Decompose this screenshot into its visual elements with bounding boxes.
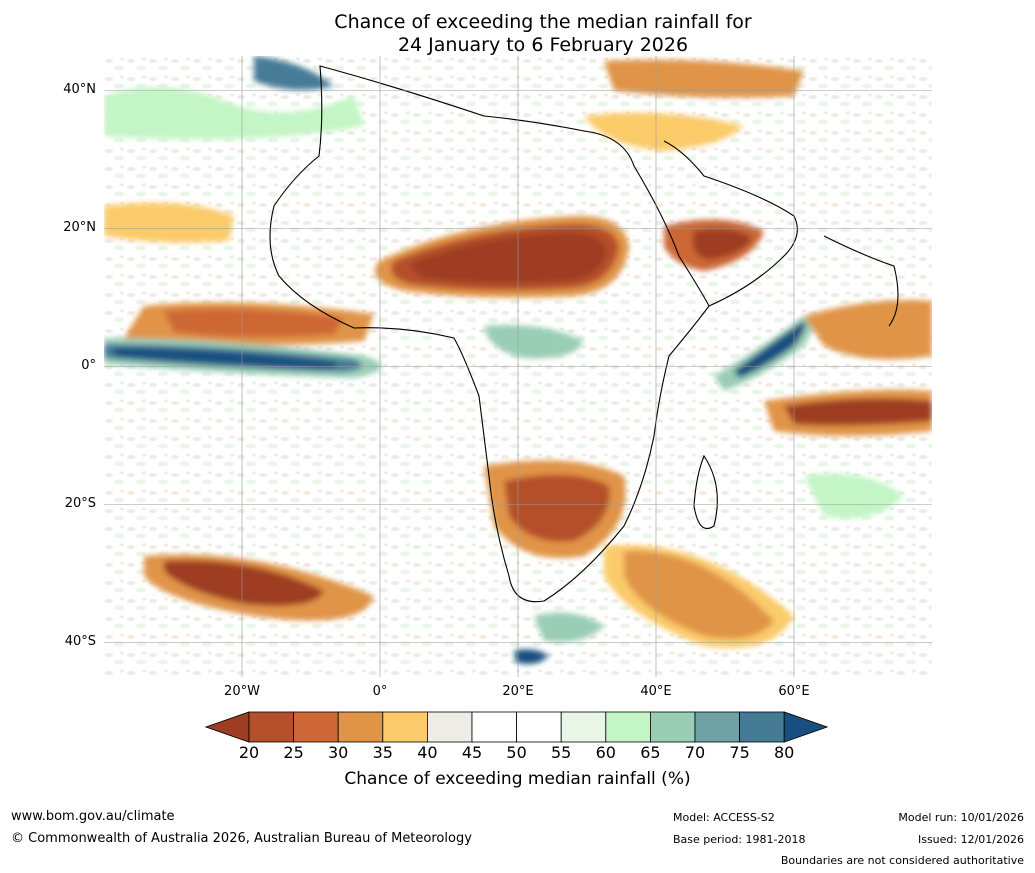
rainfall-map-canvas: [104, 56, 932, 677]
colorbar-segment: [516, 711, 562, 743]
longitude-label-20w: 20°W: [224, 684, 260, 699]
colorbar-segment: [426, 711, 473, 743]
colorbar-segment: [382, 711, 428, 743]
latitude-label-20n: 20°N: [63, 220, 96, 235]
colorbar-tick-label: 55: [551, 743, 572, 762]
latitude-label-40n: 40°N: [63, 82, 96, 97]
colorbar-tick-label: 25: [283, 743, 304, 762]
colorbar-segment: [739, 711, 785, 743]
copyright-text: © Commonwealth of Australia 2026, Austra…: [11, 831, 472, 846]
colorbar-tick-label: 80: [774, 743, 795, 762]
colorbar-segment: [471, 711, 517, 743]
latitude-label-40s: 40°S: [64, 634, 96, 649]
latitude-label-0: 0°: [81, 358, 96, 373]
colorbar-segment: [649, 711, 696, 743]
colorbar-tick-label: 50: [506, 743, 527, 762]
colorbar-segment: [337, 711, 384, 743]
base-period: Base period: 1981-2018: [673, 833, 806, 846]
colorbar-segment: [293, 711, 339, 743]
colorbar-tick-label: 75: [729, 743, 750, 762]
colorbar-segment: [694, 711, 740, 743]
colorbar-tick-label: 60: [595, 743, 616, 762]
longitude-label-40e: 40°E: [640, 684, 672, 699]
colorbar-tick-label: 30: [328, 743, 349, 762]
longitude-label-0: 0°: [372, 684, 388, 699]
colorbar-segment: [605, 711, 651, 743]
colorbar-tick-label: 70: [684, 743, 706, 762]
colorbar-segment: [248, 711, 294, 743]
boundaries-disclaimer: Boundaries are not considered authoritat…: [780, 854, 1024, 867]
colorbar-over-arrow: [783, 711, 829, 743]
model-name: Model: ACCESS-S2: [673, 811, 775, 824]
issued-date: Issued: 12/01/2026: [917, 833, 1024, 846]
colorbar-under-arrow: [205, 711, 250, 743]
colorbar-tick-label: 40: [417, 743, 438, 762]
map-gridlines: [104, 56, 932, 677]
colorbar-tick-label: 35: [372, 743, 393, 762]
colorbar-tick-label: 20: [238, 743, 260, 762]
rainfall-probability-field: [104, 56, 932, 664]
map-title-line-2: 24 January to 6 February 2026: [397, 34, 689, 56]
website-link[interactable]: www.bom.gov.au/climate: [11, 809, 175, 824]
colorbar-tick-label: 65: [640, 743, 661, 762]
model-run-date: Model run: 10/01/2026: [898, 811, 1024, 824]
colorbar: [205, 711, 829, 743]
latitude-label-20s: 20°S: [64, 496, 96, 511]
longitude-label-20e: 20°E: [502, 684, 534, 699]
colorbar-label: Chance of exceeding median rainfall (%): [344, 769, 691, 789]
longitude-label-60e: 60°E: [778, 684, 810, 699]
rainfall-map[interactable]: [104, 56, 932, 677]
colorbar-segment: [560, 711, 607, 743]
colorbar-tick-label: 45: [461, 743, 483, 762]
map-title-line-1: Chance of exceeding the median rainfall …: [334, 11, 752, 33]
